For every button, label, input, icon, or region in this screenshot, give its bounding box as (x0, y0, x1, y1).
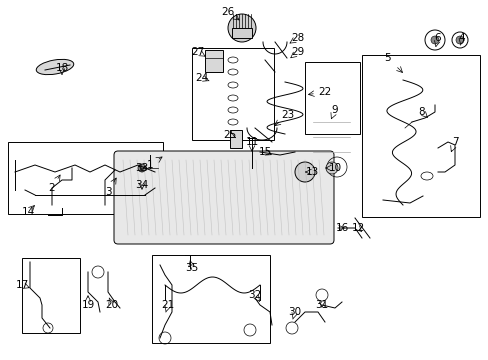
Text: 19: 19 (81, 300, 95, 310)
Text: 17: 17 (15, 280, 29, 290)
Text: 16: 16 (335, 223, 348, 233)
Text: 27: 27 (191, 47, 204, 57)
Text: 29: 29 (291, 47, 304, 57)
Text: 31: 31 (315, 300, 328, 310)
Text: 13: 13 (305, 167, 318, 177)
Text: 15: 15 (258, 147, 271, 157)
Text: 9: 9 (331, 105, 338, 115)
Text: 23: 23 (281, 110, 294, 120)
Bar (8, 142, 163, 214)
FancyBboxPatch shape (114, 151, 333, 244)
Bar (152, 255, 269, 343)
Text: 21: 21 (161, 300, 174, 310)
Bar (361, 55, 479, 217)
Text: 2: 2 (49, 183, 55, 193)
Text: 30: 30 (288, 307, 301, 317)
Bar (22, 258, 80, 333)
Circle shape (138, 164, 146, 172)
Bar (204, 50, 223, 72)
Bar (229, 130, 242, 148)
Text: 34: 34 (135, 180, 148, 190)
Text: 11: 11 (245, 137, 258, 147)
Ellipse shape (36, 59, 74, 75)
Text: 7: 7 (451, 137, 457, 147)
Circle shape (325, 162, 337, 174)
Text: 10: 10 (328, 163, 341, 173)
Text: 35: 35 (185, 263, 198, 273)
Circle shape (227, 14, 256, 42)
Text: 4: 4 (458, 33, 465, 43)
Text: 5: 5 (384, 53, 390, 63)
Text: 28: 28 (291, 33, 304, 43)
Text: 24: 24 (195, 73, 208, 83)
Text: 12: 12 (351, 223, 364, 233)
Text: 25: 25 (223, 130, 236, 140)
Text: 3: 3 (104, 187, 111, 197)
Text: 8: 8 (418, 107, 425, 117)
Text: 33: 33 (135, 163, 148, 173)
Bar (192, 48, 273, 140)
Text: 22: 22 (318, 87, 331, 97)
Bar (305, 62, 359, 134)
Text: 20: 20 (105, 300, 118, 310)
Bar (231, 28, 251, 38)
Text: 32: 32 (248, 290, 261, 300)
Circle shape (430, 36, 438, 44)
Text: 14: 14 (21, 207, 35, 217)
Text: 1: 1 (146, 160, 153, 170)
Text: 26: 26 (221, 7, 234, 17)
Circle shape (294, 162, 314, 182)
Text: 6: 6 (434, 33, 440, 43)
Text: 18: 18 (55, 63, 68, 73)
Circle shape (455, 36, 463, 44)
